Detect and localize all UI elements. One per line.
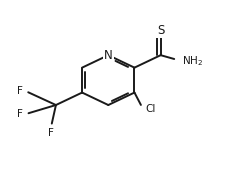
- Text: Cl: Cl: [146, 104, 156, 114]
- Text: S: S: [157, 24, 164, 37]
- Text: N: N: [104, 49, 113, 62]
- Text: F: F: [17, 86, 23, 96]
- Text: F: F: [17, 109, 23, 119]
- Text: NH$_2$: NH$_2$: [182, 54, 203, 68]
- Text: F: F: [48, 128, 54, 138]
